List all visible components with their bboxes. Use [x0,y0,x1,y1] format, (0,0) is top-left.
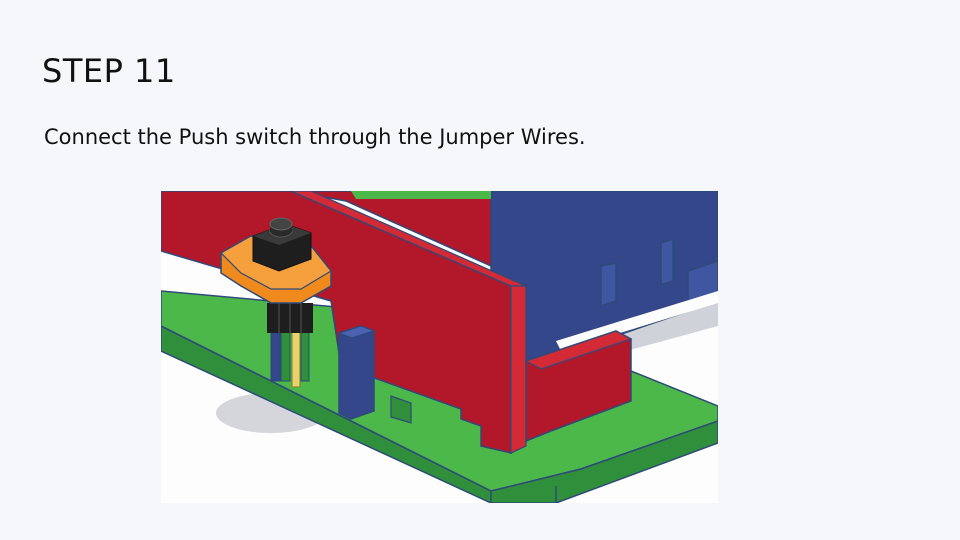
assembly-illustration [161,191,718,503]
breadboard-edge [161,325,718,503]
step-title: STEP 11 [42,52,176,90]
step-instruction: Connect the Push switch through the Jump… [44,125,586,149]
red-wall-back [290,191,492,268]
red-wall-edge [510,285,527,454]
blue-component [338,325,375,420]
3d-assembly-drawing [161,191,718,503]
